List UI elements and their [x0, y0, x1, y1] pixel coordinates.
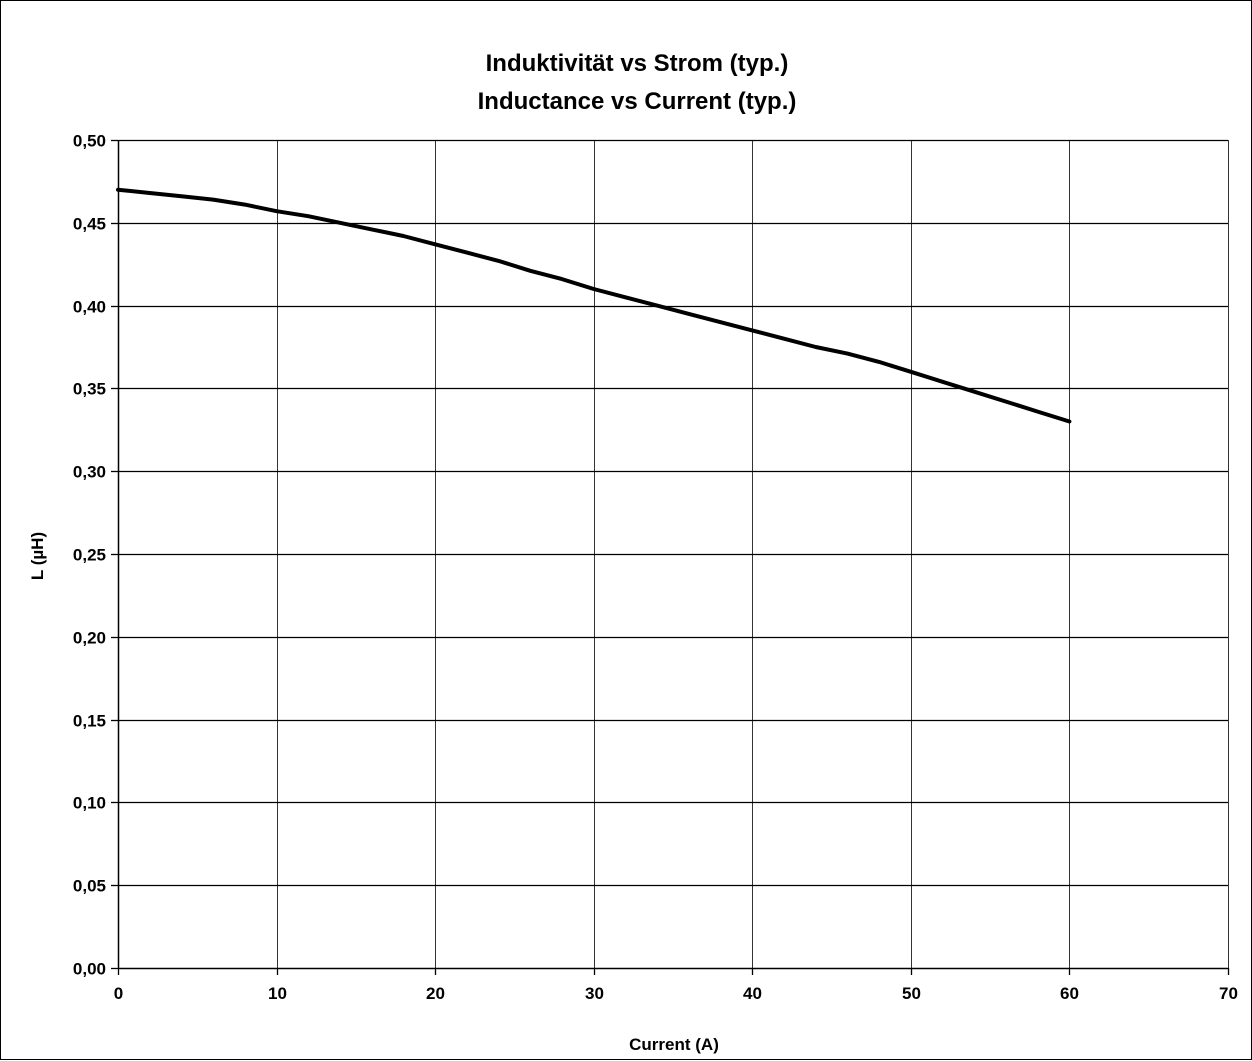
series-line [116, 187, 1072, 424]
chart-title-line-1: Induktivität vs Strom (typ.) [486, 50, 789, 77]
y-tick-label: 0,10 [73, 794, 106, 813]
x-tick-label: 10 [268, 984, 287, 1003]
y-tick-label: 0,20 [73, 629, 106, 648]
x-tick-label: 70 [1219, 984, 1238, 1003]
x-tick-label: 60 [1060, 984, 1079, 1003]
y-tick-label: 0,50 [73, 132, 106, 151]
y-tick-label: 0,35 [73, 380, 106, 399]
y-tick-label: 0,15 [73, 712, 106, 731]
y-tick-label: 0,45 [73, 215, 106, 234]
series-layer [116, 187, 1072, 424]
axes-layer [111, 139, 1230, 975]
x-tick-label: 50 [902, 984, 921, 1003]
y-tick-label: 0,25 [73, 546, 106, 565]
x-axis-title: Current (A) [629, 1035, 719, 1054]
x-tick-label: 30 [585, 984, 604, 1003]
y-tick-label: 0,40 [73, 298, 106, 317]
y-tick-label: 0,00 [73, 960, 106, 979]
x-tick-label: 0 [114, 984, 123, 1003]
y-tick-label: 0,30 [73, 463, 106, 482]
y-tick-label: 0,05 [73, 877, 106, 896]
x-tick-label: 40 [743, 984, 762, 1003]
chart-title-line-2: Inductance vs Current (typ.) [478, 88, 797, 115]
x-tick-label: 20 [426, 984, 445, 1003]
tick-labels-layer: 0,00 0,05 0,10 0,15 0,20 0,25 0,30 0,35 0,40 0,45… [73, 132, 1238, 1004]
grid-layer [118, 139, 1229, 968]
y-axis-title: L (µH) [28, 532, 47, 580]
